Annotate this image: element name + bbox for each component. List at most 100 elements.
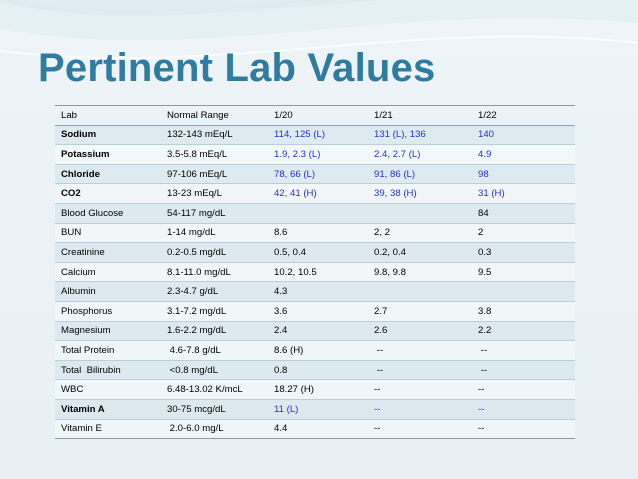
value-1-20: 2.4 (274, 325, 288, 337)
value-1-22: 2.2 (478, 325, 492, 337)
lab-name: Blood Glucose (61, 207, 124, 219)
lab-name: Total Protein (61, 344, 115, 356)
table-row-calcium: Calcium 8.1-11.0 mg/dL 10.2, 10.5 9.8, 9… (55, 262, 575, 282)
value-1-20: 1.9, 2.3 (L) (274, 148, 321, 160)
lab-name: WBC (61, 384, 84, 396)
normal-range: 54-117 mg/dL (167, 207, 226, 219)
swoosh-band-2 (0, 0, 638, 40)
value-1-20 (268, 203, 368, 223)
value-1-22: 98 (478, 168, 489, 180)
value-1-21: 9.8, 9.8 (374, 266, 407, 278)
value-1-21 (368, 282, 472, 302)
value-1-20: 4.3 (274, 286, 288, 298)
table-row-vitamin-e: Vitamin E 2.0-6.0 mg/L 4.4 -- -- (55, 419, 575, 439)
lab-name: Vitamin E (61, 423, 102, 435)
table-row-blood-glucose: Blood Glucose 54-117 mg/dL 84 (55, 203, 575, 224)
value-1-21: 91, 86 (L) (374, 168, 416, 180)
table-row-co2: CO2 13-23 mEq/L 42, 41 (H) 39, 38 (H) 31… (55, 183, 575, 204)
lab-name: Calcium (61, 266, 96, 278)
value-1-22: -- (478, 423, 485, 435)
lab-name: Potassium (61, 148, 110, 160)
value-1-22: 140 (478, 129, 495, 141)
lab-name: Total Bilirubin (61, 364, 121, 376)
normal-range: 8.1-11.0 mg/dL (167, 266, 231, 278)
value-1-22: 31 (H) (478, 188, 505, 200)
normal-range: <0.8 mg/dL (167, 364, 218, 376)
value-1-20: 11 (L) (274, 403, 299, 415)
value-1-21: -- (374, 344, 384, 356)
table-row-chloride: Chloride 97-106 mEq/L 78, 66 (L) 91, 86 … (55, 164, 575, 184)
value-1-22: -- (478, 364, 488, 376)
table-row-magnesium: Magnesium 1.6-2.2 mg/dL 2.4 2.6 2.2 (55, 321, 575, 341)
value-1-22: -- (478, 403, 485, 415)
value-1-21: 2.6 (374, 325, 388, 337)
value-1-21: 0.2, 0.4 (374, 246, 407, 258)
normal-range: 1-14 mg/dL (167, 227, 216, 239)
value-1-22: 84 (478, 207, 489, 219)
value-1-21: -- (374, 384, 381, 396)
value-1-20: 4.4 (274, 423, 288, 435)
value-1-21: 131 (L), 136 (374, 129, 426, 141)
value-1-22: -- (478, 344, 488, 356)
normal-range: 2.0-6.0 mg/L (167, 423, 224, 435)
normal-range: 97-106 mEq/L (167, 168, 228, 180)
header-normal-range: Normal Range (161, 105, 268, 126)
value-1-21: 2.4, 2.7 (L) (374, 148, 421, 160)
value-1-20: 3.6 (274, 305, 288, 317)
header-date-1-22: 1/22 (472, 105, 575, 126)
table-row-potassium: Potassium 3.5-5.8 mEq/L 1.9, 2.3 (L) 2.4… (55, 144, 575, 165)
value-1-22: 3.8 (478, 305, 492, 317)
value-1-21: -- (374, 364, 384, 376)
table-row-albumin: Albumin 2.3-4.7 g/dL 4.3 (55, 281, 575, 302)
normal-range: 30-75 mcg/dL (167, 403, 226, 415)
lab-name: Creatinine (61, 246, 105, 258)
value-1-20: 42, 41 (H) (274, 188, 317, 200)
normal-range: 0.2-0.5 mg/dL (167, 246, 227, 258)
lab-name: Sodium (61, 129, 97, 141)
header-date-1-20: 1/20 (268, 105, 368, 126)
value-1-22 (472, 282, 575, 302)
value-1-20: 18.27 (H) (274, 384, 314, 396)
table-row-total-protein: Total Protein 4.6-7.8 g/dL 8.6 (H) -- -- (55, 340, 575, 361)
value-1-20: 8.6 (274, 227, 288, 239)
normal-range: 132-143 mEq/L (167, 129, 233, 141)
value-1-22: 4.9 (478, 148, 492, 160)
table-row-sodium: Sodium 132-143 mEq/L 114, 125 (L) 131 (L… (55, 125, 575, 145)
normal-range: 2.3-4.7 g/dL (167, 286, 219, 298)
value-1-21 (368, 203, 472, 223)
value-1-22: -- (478, 384, 485, 396)
value-1-20: 8.6 (H) (274, 344, 304, 356)
table-row-creatinine: Creatinine 0.2-0.5 mg/dL 0.5, 0.4 0.2, 0… (55, 242, 575, 263)
swoosh-band-1 (0, 0, 638, 16)
normal-range: 3.1-7.2 mg/dL (167, 305, 227, 317)
normal-range: 4.6-7.8 g/dL (167, 344, 221, 356)
value-1-20: 0.5, 0.4 (274, 246, 307, 258)
slide-title: Pertinent Lab Values (38, 46, 436, 90)
lab-name: CO2 (61, 188, 81, 200)
table-header-row: Lab Normal Range 1/20 1/21 1/22 (55, 105, 575, 126)
normal-range: 13-23 mEq/L (167, 188, 222, 200)
normal-range: 1.6-2.2 mg/dL (167, 325, 227, 337)
lab-name: Phosphorus (61, 305, 113, 317)
lab-name: Magnesium (61, 325, 111, 337)
value-1-22: 0.3 (478, 246, 492, 258)
value-1-20: 114, 125 (L) (274, 129, 326, 141)
value-1-20: 78, 66 (L) (274, 168, 316, 180)
value-1-21: -- (374, 403, 381, 415)
lab-name: Albumin (61, 286, 96, 298)
lab-values-table: Lab Normal Range 1/20 1/21 1/22 Sodium 1… (55, 105, 575, 440)
value-1-20: 0.8 (274, 364, 288, 376)
value-1-21: -- (374, 423, 381, 435)
value-1-22: 2 (478, 227, 484, 239)
value-1-21: 2, 2 (374, 227, 391, 239)
lab-name: BUN (61, 227, 82, 239)
value-1-21: 39, 38 (H) (374, 188, 417, 200)
value-1-22: 9.5 (478, 266, 492, 278)
lab-name: Vitamin A (61, 403, 105, 415)
normal-range: 6.48-13.02 K/mcL (167, 384, 243, 396)
table-row-bun: BUN 1-14 mg/dL 8.6 2, 2 2 (55, 223, 575, 243)
value-1-21: 2.7 (374, 305, 388, 317)
value-1-20: 10.2, 10.5 (274, 266, 317, 278)
lab-name: Chloride (61, 168, 100, 180)
